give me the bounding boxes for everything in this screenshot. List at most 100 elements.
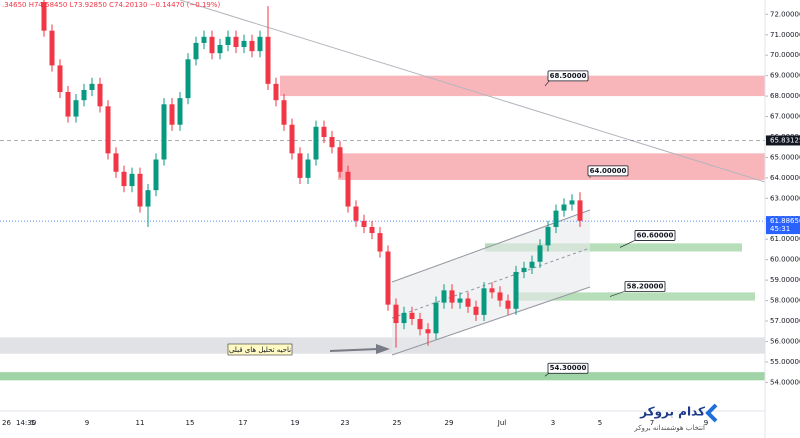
candle-body: [329, 137, 335, 148]
annotation-text: ناحیه تحلیل های قبلی: [229, 346, 291, 354]
level-leader: [609, 290, 628, 297]
candle-body: [521, 267, 527, 272]
candle-body: [105, 106, 111, 154]
candle-body: [281, 100, 287, 125]
candle-body: [121, 171, 127, 187]
x-tick-label: Jul: [497, 419, 507, 427]
candle-body: [561, 204, 567, 211]
candle-body: [441, 290, 447, 303]
candle-body: [505, 300, 511, 309]
level-label: 64.00000: [590, 167, 627, 175]
level-label: 54.30000: [550, 364, 587, 372]
level-leader: [619, 239, 638, 248]
candle-body: [313, 126, 319, 160]
price-tag: [766, 135, 800, 146]
candle-body: [169, 104, 175, 125]
candle-body: [377, 233, 383, 252]
level-label: 58.20000: [627, 282, 664, 290]
candle-body: [409, 312, 415, 319]
trend-line: [179, 0, 766, 183]
candle-body: [209, 36, 215, 54]
candle-body: [545, 226, 551, 246]
candle-body: [361, 220, 367, 227]
candle-body: [257, 36, 263, 52]
x-tick-label: 11: [136, 419, 145, 427]
logo-name: کدام بروکر: [639, 405, 705, 420]
candle-body: [369, 226, 375, 234]
countdown: 45:31: [770, 225, 790, 233]
level-label: 68.50000: [550, 72, 587, 80]
candle-body: [449, 290, 455, 303]
candle-body: [201, 36, 207, 43]
y-tick-label: 70.00000: [770, 51, 800, 59]
channel-lower: [391, 286, 591, 356]
candle-body: [465, 298, 471, 307]
candle-body: [489, 288, 495, 293]
candle-body: [41, 2, 47, 31]
candle-body: [305, 159, 311, 178]
x-tick-label: 19: [291, 419, 300, 427]
candle-body: [73, 100, 79, 117]
x-tick-label: 17: [239, 419, 248, 427]
x-tick-label: 14:30: [16, 419, 36, 427]
zone: [515, 292, 755, 301]
candle-body: [177, 98, 183, 125]
y-tick-label: 71.00000: [770, 31, 800, 39]
level-box: [547, 70, 589, 82]
candle-body: [297, 153, 303, 178]
candle-body: [529, 261, 535, 268]
y-tick-label: 55.00000: [770, 358, 800, 366]
price-tag-label: 61.88650: [770, 217, 800, 225]
y-tick-label: 57.00000: [770, 317, 800, 325]
zone: [0, 337, 765, 354]
zone: [485, 243, 742, 252]
annotation-box: [227, 343, 293, 356]
x-tick-label: 15: [186, 419, 195, 427]
candle-body: [569, 200, 575, 205]
candle-body: [89, 83, 95, 90]
y-tick-label: 54.00000: [770, 378, 800, 386]
candle-body: [417, 318, 423, 330]
price-tag: [766, 216, 800, 235]
x-tick-label: 26: [2, 419, 11, 427]
x-tick-label: 29: [445, 419, 454, 427]
candle-body: [65, 92, 71, 117]
x-tick-label: 5: [598, 419, 602, 427]
candle-body: [57, 65, 63, 93]
candle-body: [265, 36, 271, 84]
candle-body: [537, 245, 543, 262]
zone: [0, 372, 765, 381]
x-tick-label: 9: [85, 419, 89, 427]
candle-body: [185, 59, 191, 99]
candle-body: [401, 312, 407, 324]
candle-body: [217, 44, 223, 54]
candle-body: [425, 329, 431, 334]
x-tick-label: 7: [650, 419, 654, 427]
channel-mid: [391, 247, 591, 319]
candle-body: [337, 147, 343, 172]
candle-body: [513, 271, 519, 309]
y-tick-label: 64.00000: [770, 174, 800, 182]
candle-body: [473, 306, 479, 315]
candle-body: [225, 36, 231, 45]
level-box: [624, 281, 666, 292]
candle-body: [553, 210, 559, 227]
candle-body: [137, 173, 143, 207]
x-tick-label: 25: [393, 419, 402, 427]
candle-body: [153, 159, 159, 191]
candle-body: [97, 83, 103, 107]
logo-tagline: انتخاب هوشمندانه بروکر: [633, 424, 705, 432]
level-box: [547, 362, 589, 374]
candle-body: [193, 42, 199, 60]
y-tick-label: 65.00000: [770, 153, 800, 161]
candle-body: [249, 40, 255, 52]
level-box: [634, 230, 676, 241]
x-tick-label: 23: [341, 419, 350, 427]
candle-body: [241, 40, 247, 48]
x-tick-label: 5: [31, 419, 35, 427]
logo-icon: [705, 403, 718, 423]
y-tick-label: 60.00000: [770, 256, 800, 264]
candle-body: [161, 104, 167, 160]
y-tick-label: 63.00000: [770, 194, 800, 202]
candle-body: [385, 251, 391, 305]
